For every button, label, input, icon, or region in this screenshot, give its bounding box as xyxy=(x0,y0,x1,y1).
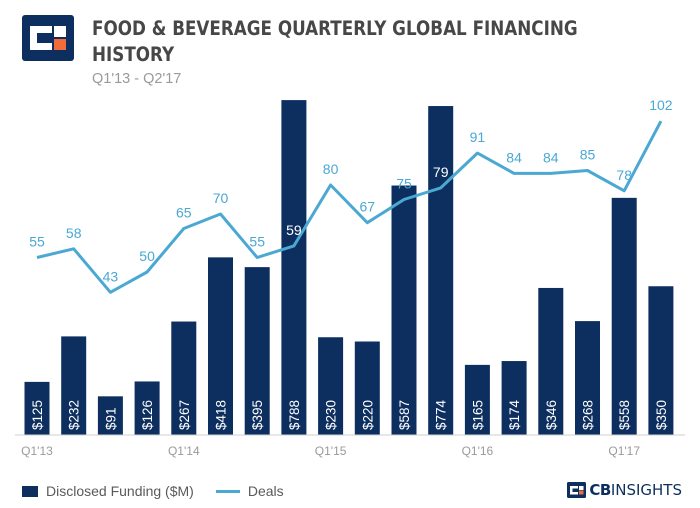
funding-bar-label: $774 xyxy=(434,399,449,430)
funding-bar-label: $788 xyxy=(287,400,302,430)
x-tick-label: Q1'17 xyxy=(608,444,640,458)
deals-point-label: 70 xyxy=(213,190,229,206)
funding-bar-label: $174 xyxy=(507,399,522,430)
funding-bar xyxy=(354,341,380,435)
funding-bar xyxy=(134,381,160,435)
deals-point-label: 85 xyxy=(580,147,596,163)
funding-bar xyxy=(501,361,527,435)
funding-bar xyxy=(208,257,233,435)
deals-point-label: 79 xyxy=(433,164,449,180)
legend-swatch-funding xyxy=(22,485,38,497)
funding-bar xyxy=(97,396,123,435)
deals-point-label: 84 xyxy=(543,149,559,165)
funding-bar-label: $126 xyxy=(140,400,155,430)
funding-bar xyxy=(428,106,454,436)
deals-point-label: 55 xyxy=(249,234,265,250)
deals-point-label: 80 xyxy=(323,161,339,177)
deals-point-label: 43 xyxy=(103,268,119,284)
funding-bar-label: $268 xyxy=(581,400,596,430)
funding-bar-label: $418 xyxy=(214,400,229,430)
funding-bar xyxy=(171,321,197,435)
funding-bar-label: $165 xyxy=(470,400,485,430)
funding-bar-label: $91 xyxy=(103,407,118,430)
cb-insights-logo-icon xyxy=(22,15,74,61)
legend-swatch-deals xyxy=(215,489,240,493)
brand-insights: INSIGHTS xyxy=(610,481,682,499)
deals-point-label: 59 xyxy=(286,222,302,238)
deals-point-label: 84 xyxy=(506,149,522,165)
funding-bar-label: $232 xyxy=(67,400,82,430)
funding-bar-label: $346 xyxy=(544,400,559,430)
deals-point-label: 91 xyxy=(470,129,486,145)
funding-bar-label: $395 xyxy=(250,400,265,430)
funding-bar xyxy=(391,185,417,435)
funding-bar xyxy=(244,267,270,435)
funding-bar-label: $587 xyxy=(397,400,412,430)
funding-bar-label: $267 xyxy=(177,400,192,430)
funding-bar xyxy=(575,321,600,435)
deals-point-label: 67 xyxy=(360,199,376,215)
funding-bar-label: $230 xyxy=(324,400,339,430)
financing-chart: $125 $232 $91 $126 $267 $418 $395 $788 $230 $220 $… xyxy=(15,97,685,458)
deals-point-label: 50 xyxy=(139,248,155,264)
cb-insights-mark-icon xyxy=(567,482,587,498)
chart-title: FOOD & BEVERAGE QUARTERLY GLOBAL FINANCI… xyxy=(92,17,578,66)
funding-bar-label: $220 xyxy=(360,400,375,430)
funding-bar xyxy=(611,197,637,435)
deals-point-label: 102 xyxy=(649,97,673,113)
funding-bar-label: $350 xyxy=(654,400,669,430)
legend-label-funding: Disclosed Funding ($M) xyxy=(46,483,194,499)
funding-bar xyxy=(61,336,87,435)
deals-point-label: 58 xyxy=(66,225,82,241)
cb-insights-brand: CBINSIGHTS xyxy=(567,481,682,499)
funding-bar xyxy=(464,364,490,435)
funding-bar-label: $125 xyxy=(30,400,45,430)
funding-bar-label: $558 xyxy=(617,400,632,430)
deals-point-label: 75 xyxy=(396,176,412,192)
brand-cb: CB xyxy=(589,481,611,499)
x-tick-label: Q1'15 xyxy=(315,444,347,458)
deals-point-label: 65 xyxy=(176,205,192,221)
funding-bar xyxy=(648,286,674,435)
brand-wordmark: CBINSIGHTS xyxy=(589,481,682,499)
deals-line xyxy=(36,120,663,294)
deals-point-label: 78 xyxy=(616,167,632,183)
funding-bar xyxy=(538,287,564,435)
chart-subtitle: Q1'13 - Q2'17 xyxy=(92,71,182,87)
funding-bar xyxy=(24,381,50,435)
x-tick-label: Q1'16 xyxy=(462,444,494,458)
funding-bar xyxy=(318,337,344,435)
x-tick-label: Q1'13 xyxy=(21,444,53,458)
chart-legend: Disclosed Funding ($M) Deals xyxy=(22,483,284,499)
funding-bar xyxy=(281,100,307,435)
legend-label-deals: Deals xyxy=(247,483,284,499)
deals-point-label: 55 xyxy=(29,234,45,250)
x-tick-label: Q1'14 xyxy=(168,444,200,458)
